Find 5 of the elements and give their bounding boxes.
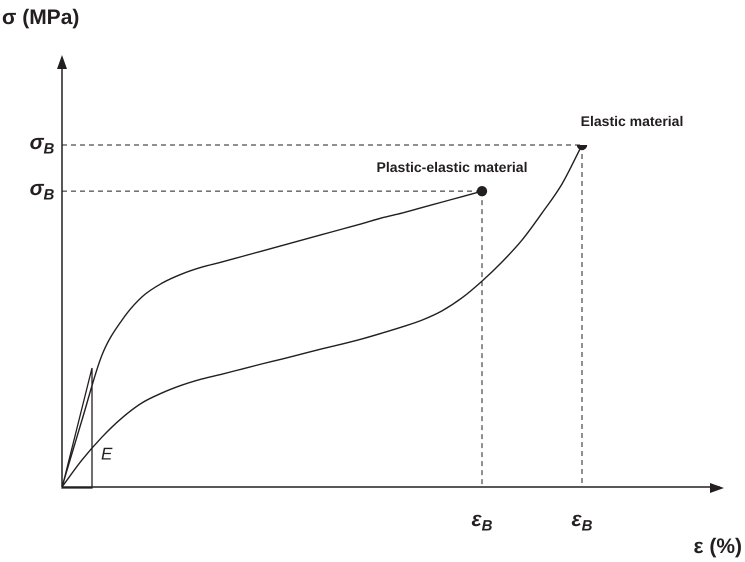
text: ε (%) — [694, 534, 742, 558]
series-label: Elastic material — [580, 112, 684, 129]
text: Plastic-elastic material — [376, 159, 528, 176]
annotation: E — [101, 444, 113, 464]
text: σ (MPa) — [2, 6, 80, 29]
